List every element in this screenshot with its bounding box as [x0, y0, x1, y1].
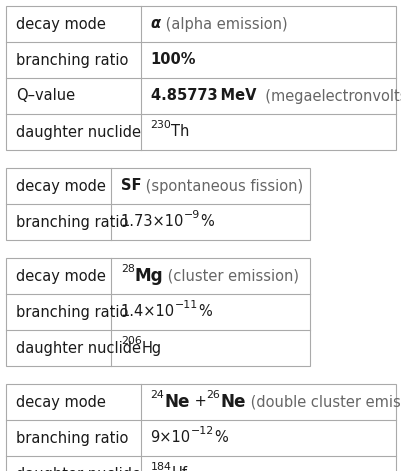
Text: Hf: Hf: [171, 466, 187, 471]
Text: %: %: [198, 304, 211, 319]
Text: decay mode: decay mode: [16, 179, 105, 194]
Text: (double cluster emission): (double cluster emission): [245, 395, 401, 409]
Text: 26: 26: [206, 390, 220, 400]
Bar: [6, 384, 395, 471]
Text: 184: 184: [150, 462, 171, 471]
Text: Hg: Hg: [142, 341, 162, 356]
Text: (alpha emission): (alpha emission): [160, 16, 286, 32]
Text: Th: Th: [171, 124, 189, 139]
Text: branching ratio: branching ratio: [16, 430, 128, 446]
Text: (megaelectronvolts): (megaelectronvolts): [255, 89, 401, 104]
Text: 9×10: 9×10: [150, 430, 190, 446]
Text: 1.73×10: 1.73×10: [121, 214, 184, 229]
Text: daughter nuclide: daughter nuclide: [16, 341, 141, 356]
Text: 28: 28: [121, 264, 134, 274]
Text: daughter nuclide: daughter nuclide: [16, 466, 141, 471]
Text: decay mode: decay mode: [16, 395, 105, 409]
Text: +: +: [189, 395, 206, 409]
Text: 100%: 100%: [150, 52, 196, 67]
Text: Q–value: Q–value: [16, 89, 75, 104]
Text: α: α: [150, 16, 160, 32]
Text: (spontaneous fission): (spontaneous fission): [141, 179, 303, 194]
Text: −9: −9: [184, 210, 200, 220]
Text: 4.85773 MeV: 4.85773 MeV: [150, 89, 255, 104]
Text: branching ratio: branching ratio: [16, 304, 128, 319]
Text: 24: 24: [150, 390, 164, 400]
Bar: [6, 168, 309, 240]
Text: decay mode: decay mode: [16, 16, 105, 32]
Text: −12: −12: [190, 426, 213, 436]
Text: SF: SF: [121, 179, 141, 194]
Text: 1.4×10: 1.4×10: [121, 304, 174, 319]
Text: (cluster emission): (cluster emission): [163, 268, 299, 284]
Text: %: %: [200, 214, 214, 229]
Text: decay mode: decay mode: [16, 268, 105, 284]
Text: −11: −11: [174, 300, 198, 310]
Text: daughter nuclide: daughter nuclide: [16, 124, 141, 139]
Text: Ne: Ne: [164, 393, 189, 411]
Text: %: %: [213, 430, 227, 446]
Text: 230: 230: [150, 120, 171, 130]
Text: 206: 206: [121, 336, 142, 346]
Text: branching ratio: branching ratio: [16, 214, 128, 229]
Text: Ne: Ne: [220, 393, 245, 411]
Bar: [6, 6, 395, 150]
Text: branching ratio: branching ratio: [16, 52, 128, 67]
Text: Mg: Mg: [134, 267, 163, 285]
Bar: [6, 258, 309, 366]
